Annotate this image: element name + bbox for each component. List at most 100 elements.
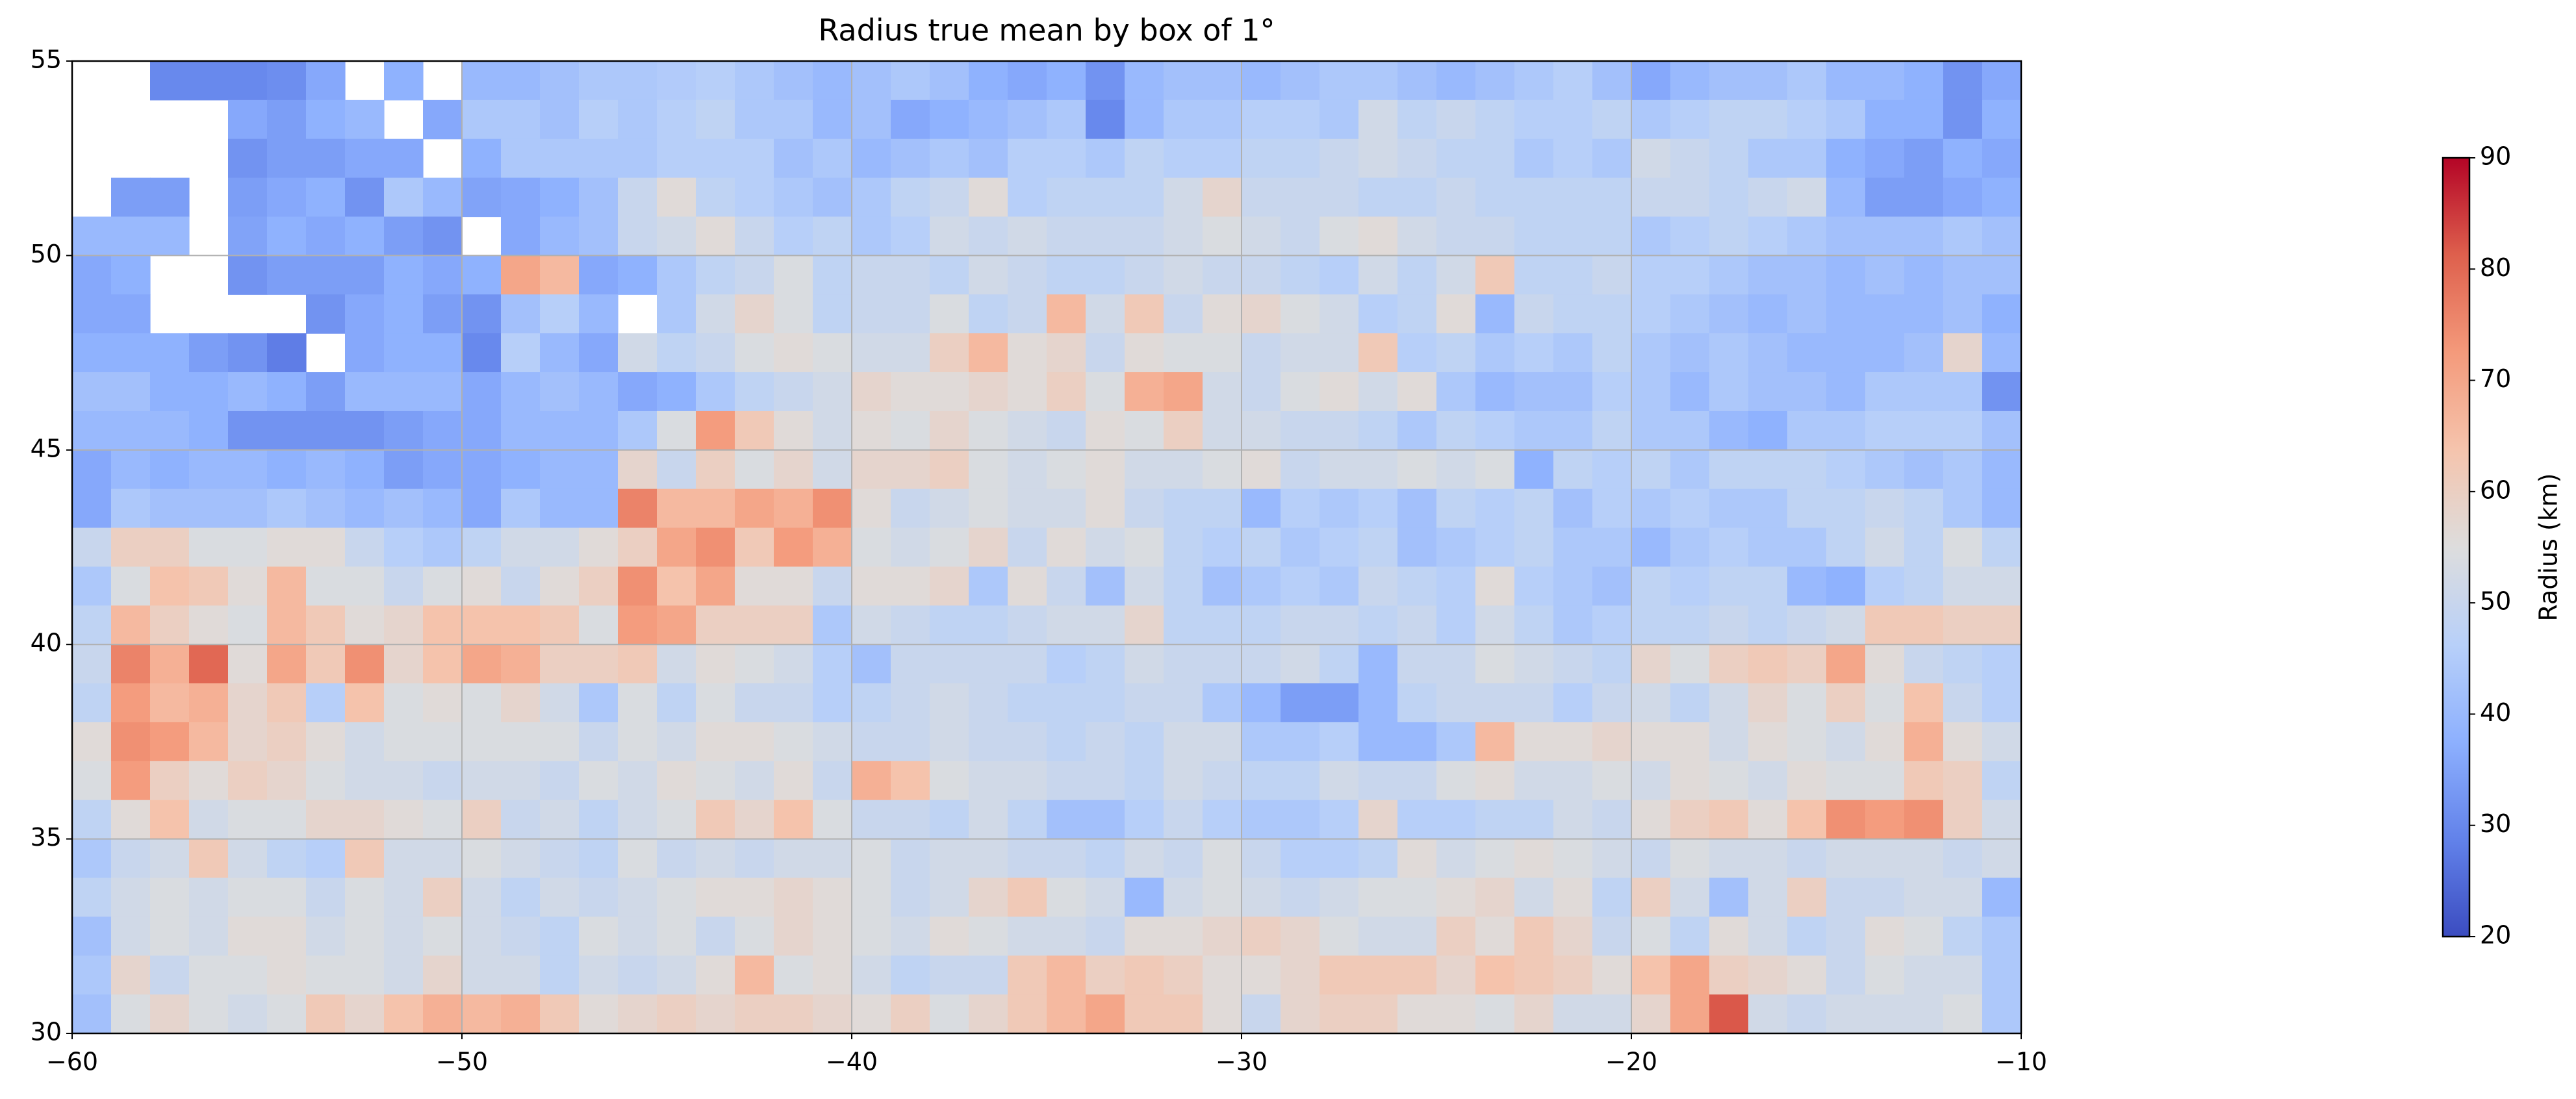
heatmap-cell [1904,994,1944,1034]
heatmap-cell [1982,955,2022,995]
heatmap-cell [1514,294,1554,334]
heatmap-cell [462,411,502,451]
heatmap-cell [1514,411,1554,451]
heatmap-cell [696,411,735,451]
heatmap-cell [384,800,424,840]
heatmap-cell [618,255,657,295]
heatmap-cell [852,800,891,840]
heatmap-cell [696,644,735,684]
heatmap-cell [267,527,307,568]
heatmap-cell [423,411,463,451]
heatmap-cell [1397,411,1437,451]
heatmap-cell [423,177,463,218]
heatmap-cell [891,372,930,412]
heatmap-cell [1281,411,1320,451]
heatmap-cell [345,449,385,490]
heatmap-cell [540,255,580,295]
heatmap-cell [306,99,346,140]
heatmap-cell [696,761,735,801]
heatmap-cell [813,411,852,451]
heatmap-cell [891,488,930,529]
heatmap-cell [1125,255,1164,295]
heatmap-cell [501,994,541,1034]
heatmap-cell [1865,294,1905,334]
heatmap-cell [579,800,618,840]
heatmap-cell [1242,644,1281,684]
heatmap-cell [618,916,657,956]
heatmap-cell [1826,488,1866,529]
heatmap-cell [735,994,774,1034]
heatmap-cell [852,605,891,645]
heatmap-cell [696,839,735,879]
heatmap-cell [1203,372,1242,412]
heatmap-cell [579,61,618,101]
heatmap-cell [1592,216,1632,256]
heatmap-cell [1008,177,1047,218]
heatmap-cell [1982,566,2022,606]
heatmap-cell [1943,333,1983,373]
heatmap-cell [1553,138,1593,179]
heatmap-cell [1904,294,1944,334]
heatmap-cell [1553,372,1593,412]
heatmap-cell [1320,605,1359,645]
heatmap-cell [618,994,657,1034]
heatmap-cell [1008,449,1047,490]
heatmap-cell [1320,488,1359,529]
heatmap-cell [540,99,580,140]
heatmap-cell [267,955,307,995]
heatmap-cell [735,177,774,218]
heatmap-cell [891,566,930,606]
heatmap-cell [306,449,346,490]
heatmap-cell [1320,761,1359,801]
heatmap-cell [1125,916,1164,956]
heatmap-cell [1748,644,1788,684]
heatmap-cell [1203,333,1242,373]
heatmap-cell [1281,61,1320,101]
heatmap-cell [1748,916,1788,956]
heatmap-cell [72,683,112,723]
heatmap-cell [1008,839,1047,879]
heatmap-cell [657,527,696,568]
heatmap-cell [462,839,502,879]
heatmap-cell [1826,255,1866,295]
heatmap-cell [969,994,1008,1034]
heatmap-cell [618,372,657,412]
heatmap-cell [1826,61,1866,101]
heatmap-cell [1943,955,1983,995]
heatmap-cell [1047,255,1086,295]
heatmap-cell [384,138,424,179]
heatmap-cell [1553,488,1593,529]
heatmap-cell [1904,955,1944,995]
heatmap-cell [111,644,151,684]
heatmap-cell [1865,255,1905,295]
heatmap-cell [657,800,696,840]
heatmap-cell [1709,372,1749,412]
heatmap-cell [1475,644,1515,684]
heatmap-cell [540,761,580,801]
heatmap-cell [774,878,813,917]
heatmap-cell [696,99,735,140]
heatmap-cell [1436,644,1476,684]
heatmap-cell [891,61,930,101]
heatmap-cell [72,955,112,995]
heatmap-cell [1358,216,1398,256]
heatmap-cell [1203,61,1242,101]
heatmap-cell [1748,61,1788,101]
heatmap-cell [345,99,385,140]
heatmap-cell [1514,333,1554,373]
heatmap-cell [1047,605,1086,645]
heatmap-cell [1397,177,1437,218]
heatmap-cell [852,644,891,684]
heatmap-cell [813,839,852,879]
heatmap-cell [1008,566,1047,606]
heatmap-cell [1436,800,1476,840]
heatmap-cell [1592,566,1632,606]
heatmap-cell [72,255,112,295]
heatmap-cell [813,138,852,179]
heatmap-cell [1086,99,1125,140]
heatmap-cell [345,216,385,256]
heatmap-cell [852,916,891,956]
heatmap-cell [501,61,541,101]
heatmap-cell [1553,61,1593,101]
heatmap-cell [891,761,930,801]
